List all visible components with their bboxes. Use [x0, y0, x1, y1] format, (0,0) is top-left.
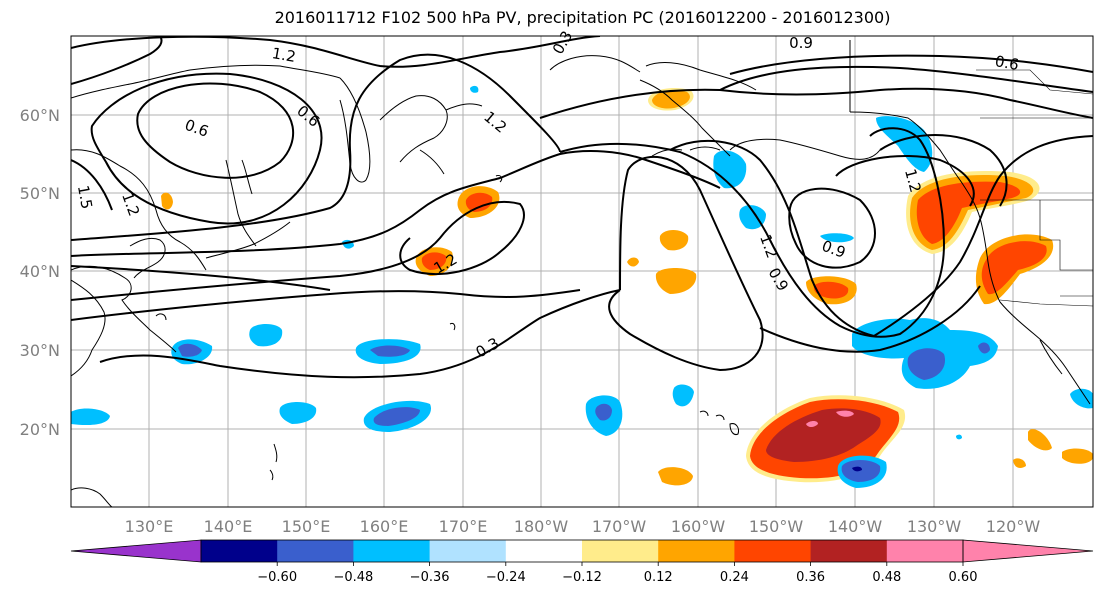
longitude-label: 140°E — [204, 517, 253, 536]
latitude-labels: 60°N 50°N 40°N 30°N 20°N — [20, 106, 60, 439]
longitude-label: 160°W — [671, 517, 726, 536]
contour-label: 0.6 — [994, 52, 1021, 74]
colorbar-segment — [353, 540, 431, 562]
colorbar-segment — [277, 540, 354, 562]
colorbar-label: −0.12 — [562, 570, 602, 585]
map-frame — [70, 35, 1094, 508]
political-borders — [976, 69, 1093, 307]
latitude-label: 30°N — [20, 341, 60, 360]
colorbar: −0.60 −0.48 −0.36 −0.24 −0.12 0.12 0.24 0.36 0.4… — [70, 539, 1094, 585]
longitude-label: 130°W — [907, 517, 962, 536]
longitude-label: 130°E — [125, 517, 174, 536]
precip-negative-central — [585, 150, 887, 488]
latitude-label: 60°N — [20, 106, 60, 125]
colorbar-segment — [886, 540, 964, 562]
colorbar-segment — [582, 540, 659, 562]
contour-label: 1.2 — [480, 108, 510, 137]
latitude-label: 50°N — [20, 184, 60, 203]
colorbar-label: 0.12 — [644, 570, 673, 585]
precip-positive-west-coast — [906, 171, 1054, 305]
colorbar-extend-max — [962, 539, 1094, 563]
colorbar-segment — [810, 540, 888, 562]
longitude-label: 160°E — [360, 517, 409, 536]
precip-positive-small — [161, 192, 1093, 486]
contour-label: 0.9 — [765, 265, 793, 295]
longitude-label: 120°W — [986, 517, 1041, 536]
contour-label: 1.2 — [901, 167, 925, 195]
colorbar-segment — [734, 540, 812, 562]
colorbar-label: 0.48 — [872, 570, 901, 585]
pv-contours — [71, 36, 1093, 379]
latitude-label: 20°N — [20, 420, 60, 439]
contour-label: 0.6 — [182, 116, 211, 141]
longitude-label: 170°W — [592, 517, 647, 536]
contour-labels: 1.20.90.60.30.61.5 1.21.21.20.31.2 0.90.91… — [74, 28, 1020, 362]
contour-label: 0.9 — [789, 34, 813, 52]
precip-positive-170e — [457, 186, 500, 218]
colorbar-segment — [505, 540, 583, 562]
longitude-label: 150°E — [282, 517, 331, 536]
precip-positive-165e — [415, 247, 453, 276]
colorbar-label: −0.24 — [486, 570, 526, 585]
colorbar-segment — [201, 540, 278, 562]
precipitation-shading — [71, 85, 1093, 488]
colorbar-segment — [429, 540, 507, 562]
latitude-label: 40°N — [20, 262, 60, 281]
colorbar-segment — [658, 540, 735, 562]
colorbar-label: 0.60 — [949, 570, 978, 585]
plot-title: 2016011712 F102 500 hPa PV, precipitatio… — [274, 8, 891, 27]
contour-label: 1.2 — [271, 44, 298, 66]
colorbar-label: −0.48 — [333, 570, 373, 585]
colorbar-label: −0.60 — [257, 570, 297, 585]
longitude-label: 150°W — [749, 517, 804, 536]
colorbar-label: −0.36 — [410, 570, 450, 585]
contour-label: 1.5 — [74, 184, 96, 211]
longitude-label: 140°W — [828, 517, 883, 536]
colorbar-label: 0.24 — [720, 570, 749, 585]
longitude-label: 180°W — [514, 517, 569, 536]
longitude-labels: 130°E 140°E 150°E 160°E 170°E 180°W 170°W 160°W… — [125, 517, 1041, 536]
contour-label: 1.2 — [118, 190, 143, 219]
coastlines — [71, 40, 1091, 507]
contour-label: 0.3 — [549, 28, 577, 58]
longitude-label: 170°E — [439, 517, 488, 536]
colorbar-extend-min — [70, 539, 202, 563]
colorbar-label: 0.36 — [796, 570, 825, 585]
precip-negative-east — [852, 116, 1093, 440]
contour-label: 0.6 — [293, 102, 323, 131]
